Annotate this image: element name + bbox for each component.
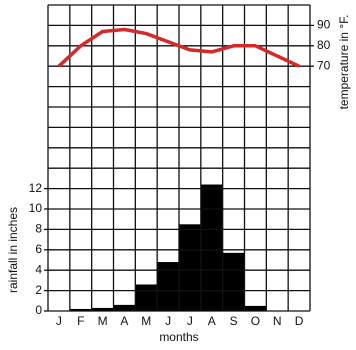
bar	[179, 224, 201, 311]
x-tick-label: S	[230, 314, 238, 328]
temperature-line	[57, 27, 300, 68]
y-tick-label: 2	[35, 283, 42, 297]
bar	[200, 184, 223, 311]
y-tick-label: 10	[29, 201, 43, 215]
bar	[69, 308, 92, 311]
y2-tick-label: 90	[317, 18, 331, 32]
y-tick-label: 6	[35, 242, 42, 256]
x-tick-label: N	[273, 314, 282, 328]
x-tick-label: M	[98, 314, 108, 328]
x-tick-label: D	[295, 314, 304, 328]
y2-tick-label: 80	[317, 38, 331, 52]
x-tick-label: J	[187, 314, 193, 328]
y-axis-label: rainfall in inches	[6, 207, 20, 293]
y2-axis-label: temperature in °F.	[337, 15, 351, 110]
x-tick-label: M	[141, 314, 151, 328]
x-tick-label: A	[208, 314, 216, 328]
x-tick-label: O	[251, 314, 260, 328]
y-tick-label: 4	[35, 262, 42, 276]
y-tick-label: 8	[35, 222, 42, 236]
bar	[157, 262, 179, 311]
x-tick-label: A	[120, 314, 128, 328]
x-axis-label: months	[159, 330, 198, 344]
bar	[244, 305, 267, 311]
x-tick-label: F	[77, 314, 84, 328]
bar	[113, 304, 136, 311]
y2-tick-label: 70	[317, 58, 331, 72]
x-tick-label: J	[165, 314, 171, 328]
x-tick-label: J	[56, 314, 62, 328]
y-tick-label: 0	[35, 303, 42, 317]
bar	[222, 252, 245, 311]
y-tick-label: 12	[29, 181, 43, 195]
bar	[135, 284, 158, 311]
bar	[91, 307, 114, 311]
